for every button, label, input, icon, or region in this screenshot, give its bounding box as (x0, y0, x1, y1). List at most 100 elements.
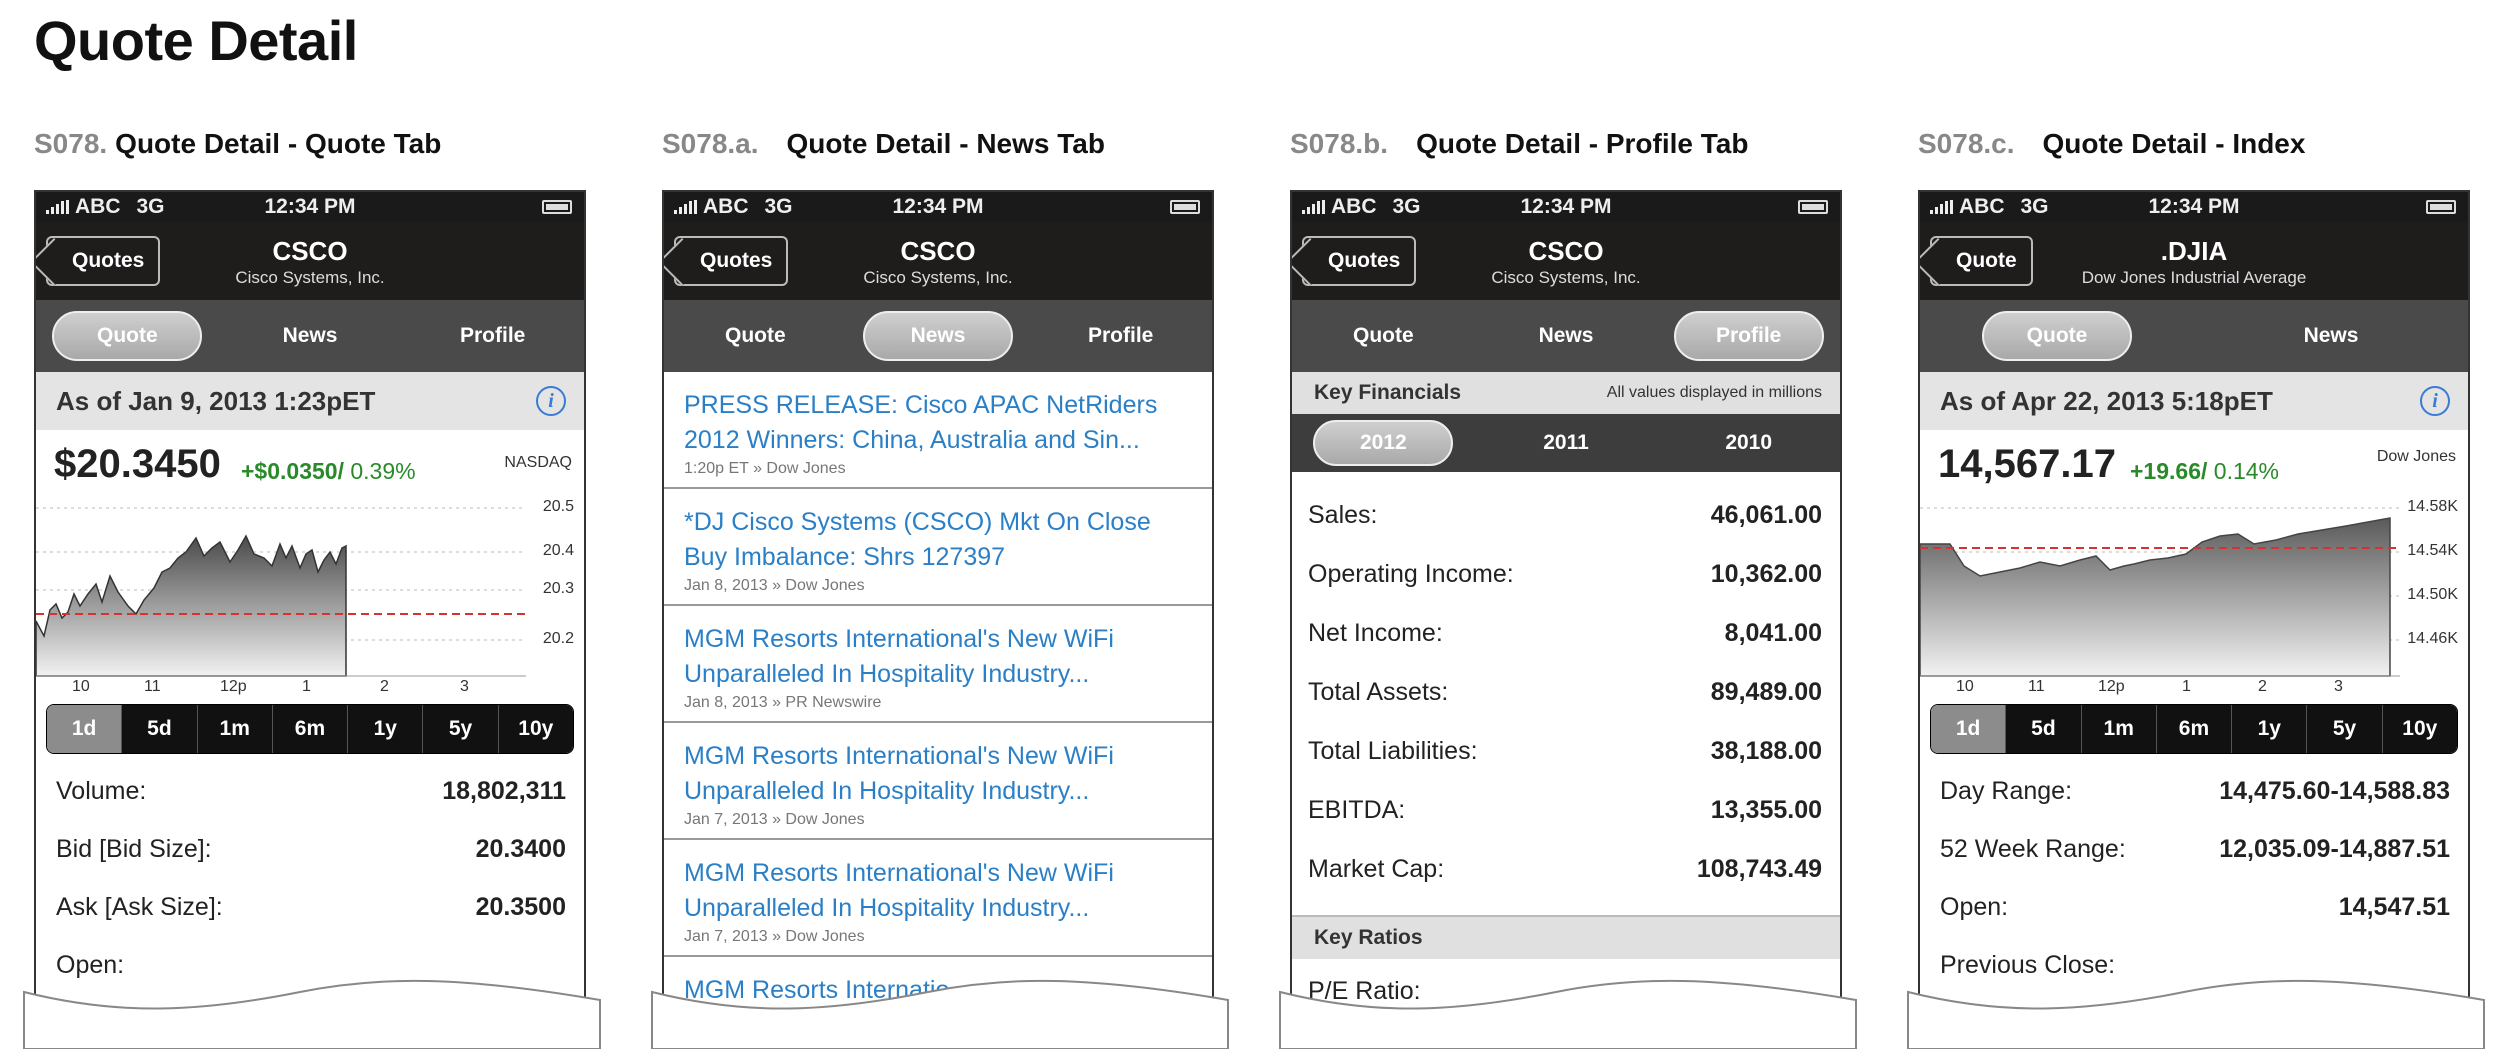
nav-subtitle: Cisco Systems, Inc. (863, 268, 1013, 287)
network-label: 3G (764, 195, 793, 218)
year-label: 2012 (1313, 420, 1454, 466)
segmented-tabs: Quote News Profile (664, 300, 1212, 372)
x-tick: 1 (2182, 678, 2191, 695)
range-5d[interactable]: 5d (2005, 705, 2081, 753)
carrier-label: ABC (75, 195, 121, 218)
stat-row: Previous Close: (1920, 936, 2468, 994)
tab-quote[interactable]: Quote (1920, 311, 2194, 361)
y-tick: 14.46K (2407, 630, 2458, 647)
change-amount: +$0.0350/ (241, 458, 344, 484)
range-1m[interactable]: 1m (2080, 705, 2156, 753)
news-headline[interactable]: MGM Resorts International's New WiFi Unp… (684, 859, 1114, 922)
y-tick: 14.58K (2407, 498, 2458, 515)
y-tick: 20.3 (542, 580, 574, 597)
battery-icon (542, 200, 572, 214)
y-tick: 20.2 (542, 630, 574, 647)
news-item[interactable]: MGM Resorts International's New WiFi Unp… (664, 606, 1212, 723)
screen-code: S078. (34, 128, 108, 159)
tab-news[interactable]: News (847, 311, 1030, 361)
financial-row: Market Cap: 108,743.49 (1292, 840, 1840, 899)
back-button[interactable]: Quotes (46, 236, 161, 286)
stat-row: Bid [Bid Size]: 20.3400 (36, 820, 584, 878)
news-item[interactable]: MGM Resorts International's New WiFi Unp… (664, 723, 1212, 840)
range-5d[interactable]: 5d (121, 705, 197, 753)
tab-quote[interactable]: Quote (664, 313, 847, 359)
info-icon[interactable]: i (2420, 386, 2450, 416)
intraday-chart: 14.58K 14.54K 14.50K 14.46K 10 11 12p 1 … (1920, 496, 2468, 698)
stat-label: Open: (1940, 892, 2009, 921)
stat-label: Open: (56, 950, 125, 979)
year-2012[interactable]: 2012 (1292, 420, 1475, 466)
stat-label: Ask [Ask Size]: (56, 892, 223, 921)
news-item[interactable]: MGM Resorts Internatio (664, 957, 1212, 1010)
back-button[interactable]: Quotes (1302, 236, 1417, 286)
tab-quote[interactable]: Quote (1292, 313, 1475, 359)
news-item[interactable]: *DJ Cisco Systems (CSCO) Mkt On Close Bu… (664, 489, 1212, 606)
back-button[interactable]: Quotes (674, 236, 789, 286)
nav-bar: Quotes CSCO Cisco Systems, Inc. (36, 222, 584, 300)
status-time: 12:34 PM (1520, 195, 1612, 218)
status-bar: ABC 3G 12:34 PM (36, 192, 584, 222)
stat-value: 20.3500 (475, 892, 566, 921)
stat-label: Volume: (56, 776, 147, 805)
range-10y[interactable]: 10y (2381, 705, 2457, 753)
news-headline[interactable]: *DJ Cisco Systems (CSCO) Mkt On Close Bu… (684, 508, 1151, 571)
financial-label: Operating Income: (1308, 560, 1514, 588)
financial-value: 8,041.00 (1724, 619, 1822, 647)
tab-label: Quote (52, 311, 203, 361)
range-1y[interactable]: 1y (347, 705, 423, 753)
as-of-text: As of Jan 9, 2013 1:23pET (56, 385, 376, 416)
range-1y[interactable]: 1y (2231, 705, 2307, 753)
stat-row: Ask [Ask Size]: 20.3500 (36, 878, 584, 936)
year-2010[interactable]: 2010 (1657, 422, 1840, 464)
financial-row: Net Income: 8,041.00 (1292, 604, 1840, 663)
financial-value: 10,362.00 (1710, 560, 1822, 588)
range-1m[interactable]: 1m (196, 705, 272, 753)
tab-news[interactable]: News (2194, 313, 2468, 359)
battery-icon (1170, 200, 1200, 214)
stat-row: 52 Week Range: 12,035.09-14,887.51 (1920, 820, 2468, 878)
time-range-selector: 1d 5d 1m 6m 1y 5y 10y (1930, 704, 2458, 754)
range-5y[interactable]: 5y (2306, 705, 2382, 753)
tab-news[interactable]: News (1475, 313, 1658, 359)
news-headline[interactable]: MGM Resorts Internatio (684, 976, 950, 1004)
screen-code: S078.b. (1290, 128, 1389, 159)
screen-code: S078.a. (662, 128, 759, 159)
news-headline[interactable]: MGM Resorts International's New WiFi Unp… (684, 625, 1114, 688)
tab-profile[interactable]: Profile (401, 313, 584, 359)
as-of-bar: As of Jan 9, 2013 1:23pET i (36, 372, 584, 430)
key-financials-header: Key Financials All values displayed in m… (1292, 372, 1840, 414)
as-of-text: As of Apr 22, 2013 5:18pET (1940, 385, 2273, 416)
segmented-tabs: Quote News Profile (36, 300, 584, 372)
tab-news[interactable]: News (219, 313, 402, 359)
year-2011[interactable]: 2011 (1475, 422, 1658, 464)
back-button[interactable]: Quote (1930, 236, 2033, 286)
x-tick: 10 (1956, 678, 1974, 695)
range-5y[interactable]: 5y (422, 705, 498, 753)
info-icon[interactable]: i (536, 386, 566, 416)
tab-profile[interactable]: Profile (1029, 313, 1212, 359)
tab-label: Profile (1673, 311, 1824, 361)
range-1d[interactable]: 1d (47, 705, 122, 753)
x-tick: 1 (302, 678, 311, 695)
range-6m[interactable]: 6m (2155, 705, 2232, 753)
financial-label: EBITDA: (1308, 796, 1406, 824)
y-tick: 14.50K (2407, 586, 2458, 603)
tab-quote[interactable]: Quote (36, 311, 219, 361)
news-item[interactable]: PRESS RELEASE: Cisco APAC NetRiders 2012… (664, 372, 1212, 489)
x-tick: 3 (460, 678, 469, 695)
tab-profile[interactable]: Profile (1657, 311, 1840, 361)
key-ratios-header: Key Ratios (1292, 915, 1840, 959)
change-amount: +19.66/ (2130, 458, 2208, 484)
news-headline[interactable]: MGM Resorts International's New WiFi Unp… (684, 742, 1114, 805)
financial-label: Total Liabilities: (1308, 737, 1478, 765)
range-1d[interactable]: 1d (1931, 705, 2006, 753)
range-10y[interactable]: 10y (497, 705, 573, 753)
last-price: $20.3450 (54, 442, 221, 486)
range-6m[interactable]: 6m (271, 705, 348, 753)
screen-label: S078.b. Quote Detail - Profile Tab (1290, 128, 1748, 160)
news-item[interactable]: MGM Resorts International's New WiFi Unp… (664, 840, 1212, 957)
tab-label: Profile (1087, 324, 1154, 347)
news-headline[interactable]: PRESS RELEASE: Cisco APAC NetRiders 2012… (684, 391, 1158, 454)
financial-value: 46,061.00 (1710, 501, 1822, 529)
